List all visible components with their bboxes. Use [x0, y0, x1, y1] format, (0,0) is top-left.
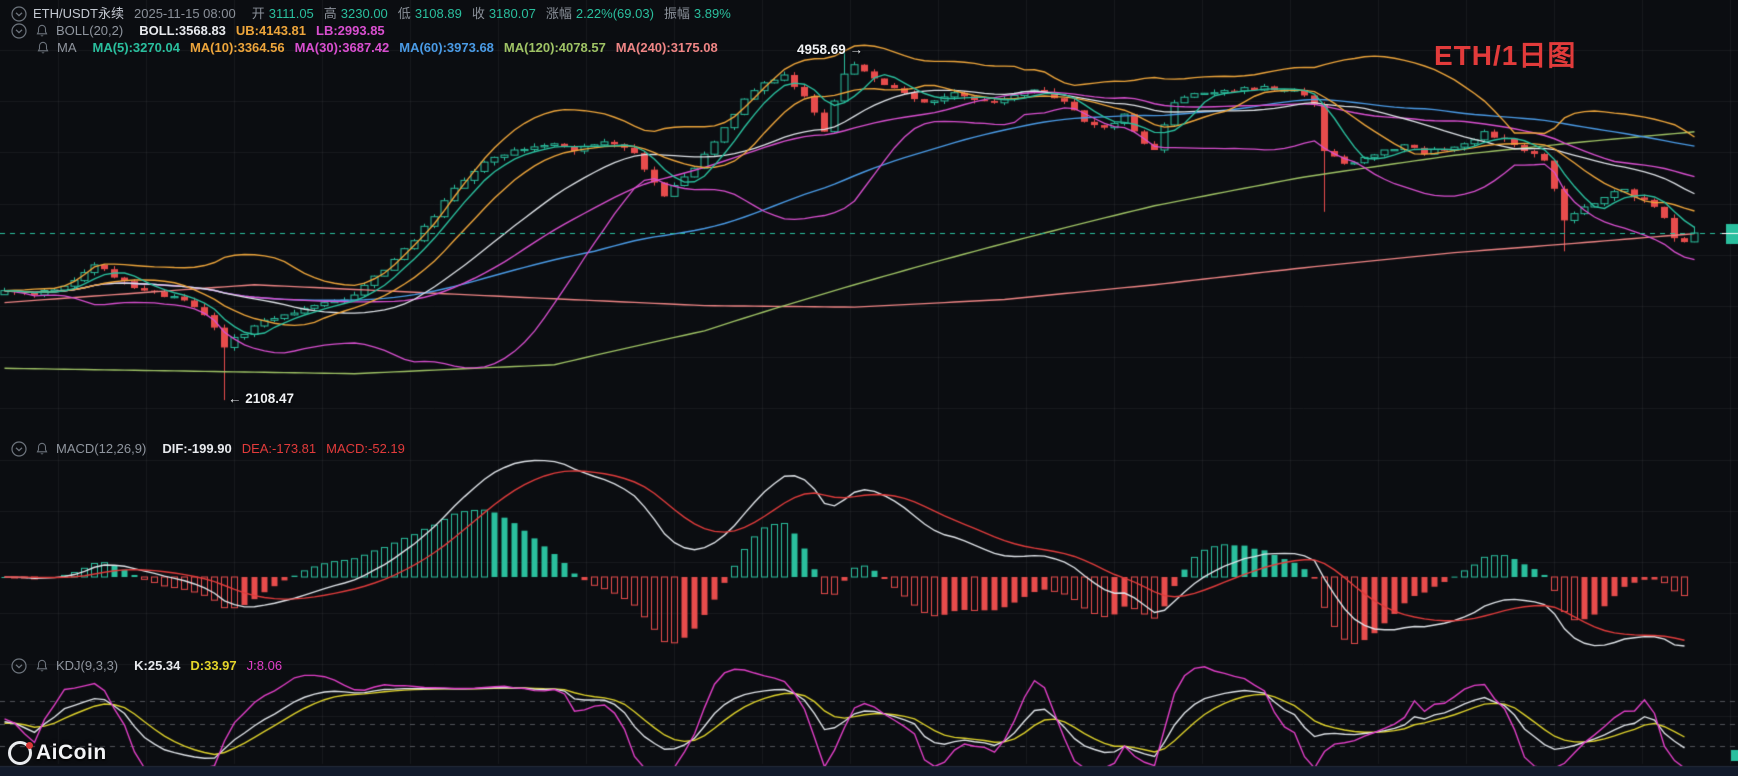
collapse-macd-icon[interactable]: [10, 440, 27, 457]
macd-alert-bell-icon[interactable]: [33, 440, 50, 457]
macd-values: DIF:-199.90 DEA:-173.81 MACD:-52.19: [152, 440, 405, 457]
symbol-row: ETH/USDT永续 2025-11-15 08:00 开 3111.05 高 323…: [10, 5, 731, 22]
kdj-name: KDJ(9,3,3): [56, 658, 119, 673]
kdj-values: K:25.34 D:33.97 J:8.06: [124, 657, 282, 674]
boll-row: BOLL(20,2) BOLL:3568.83 UB:4143.81 LB:2993…: [10, 22, 385, 39]
legend-item: MA(5):3270.04: [92, 40, 180, 55]
legend-item: MA(30):3687.42: [294, 40, 390, 55]
ma-row: MA MA(5):3270.04 MA(10):3364.56 MA(30):368…: [34, 39, 718, 56]
macd-name: MACD(12,26,9): [56, 441, 147, 456]
symbol-name: ETH/USDT永续: [33, 6, 125, 21]
low-price-annotation: ← 2108.47: [228, 391, 295, 406]
aicoin-logo-text: AiCoin: [36, 741, 107, 764]
ohlc-fields: 开 3111.05 高 3230.00 低 3108.89 收 3180.07 涨幅 2.22%(…: [242, 5, 731, 22]
candle-datetime: 2025-11-15 08:00: [134, 6, 236, 21]
ma-values: MA(5):3270.04 MA(10):3364.56 MA(30):3687.4…: [83, 39, 718, 56]
ohlc-field-value: 3108.89: [414, 6, 462, 21]
legend-item: UB:4143.81: [235, 23, 307, 38]
legend-item: MA(60):3973.68: [399, 40, 494, 55]
ohlc-field-value: 3.89%: [693, 6, 731, 21]
legend-item: DIF:-199.90: [162, 441, 232, 456]
aicoin-logo-icon: [8, 741, 33, 765]
kdj-alert-bell-icon[interactable]: [33, 657, 50, 674]
boll-alert-bell-icon[interactable]: [33, 22, 50, 39]
legend-item: MA(10):3364.56: [189, 40, 285, 55]
ohlc-field-label: 振幅: [663, 6, 690, 21]
legend-item: MACD:-52.19: [326, 441, 405, 456]
ma-name: MA: [57, 40, 77, 55]
collapse-boll-icon[interactable]: [10, 22, 27, 39]
ohlc-field-label: 高: [323, 6, 337, 21]
boll-values: BOLL:3568.83 UB:4143.81 LB:2993.85: [129, 22, 384, 39]
ohlc-field-value: 2.22%(69.03): [575, 6, 654, 21]
legend-item: MA(240):3175.08: [615, 40, 718, 55]
macd-row: MACD(12,26,9) DIF:-199.90 DEA:-173.81 MACD…: [10, 440, 405, 457]
legend-item: BOLL:3568.83: [139, 23, 226, 38]
ma-alert-bell-icon[interactable]: [34, 39, 51, 56]
ohlc-field-value: 3230.00: [340, 6, 388, 21]
legend-item: MA(120):4078.57: [503, 40, 606, 55]
legend-item: LB:2993.85: [316, 23, 385, 38]
collapse-main-pane-icon[interactable]: [10, 5, 27, 22]
high-price-annotation: 4958.69 →: [797, 42, 864, 57]
kdj-row: KDJ(9,3,3) K:25.34 D:33.97 J:8.06: [10, 657, 282, 674]
aicoin-watermark: AiCoin: [8, 741, 107, 765]
ohlc-field-label: 收: [471, 6, 485, 21]
legend-item: D:33.97: [190, 658, 237, 673]
legend-item: K:25.34: [134, 658, 181, 673]
legend-item: J:8.06: [246, 658, 283, 673]
boll-name: BOLL(20,2): [56, 23, 124, 38]
ohlc-field-label: 开: [251, 6, 265, 21]
legend-item: DEA:-173.81: [241, 441, 317, 456]
ohlc-field-label: 低: [397, 6, 411, 21]
ohlc-field-label: 涨幅: [545, 6, 572, 21]
ohlc-field-value: 3180.07: [488, 6, 536, 21]
period-watermark-label: ETH/1日图: [1434, 40, 1577, 71]
collapse-kdj-icon[interactable]: [10, 657, 27, 674]
ohlc-field-value: 3111.05: [268, 6, 314, 21]
